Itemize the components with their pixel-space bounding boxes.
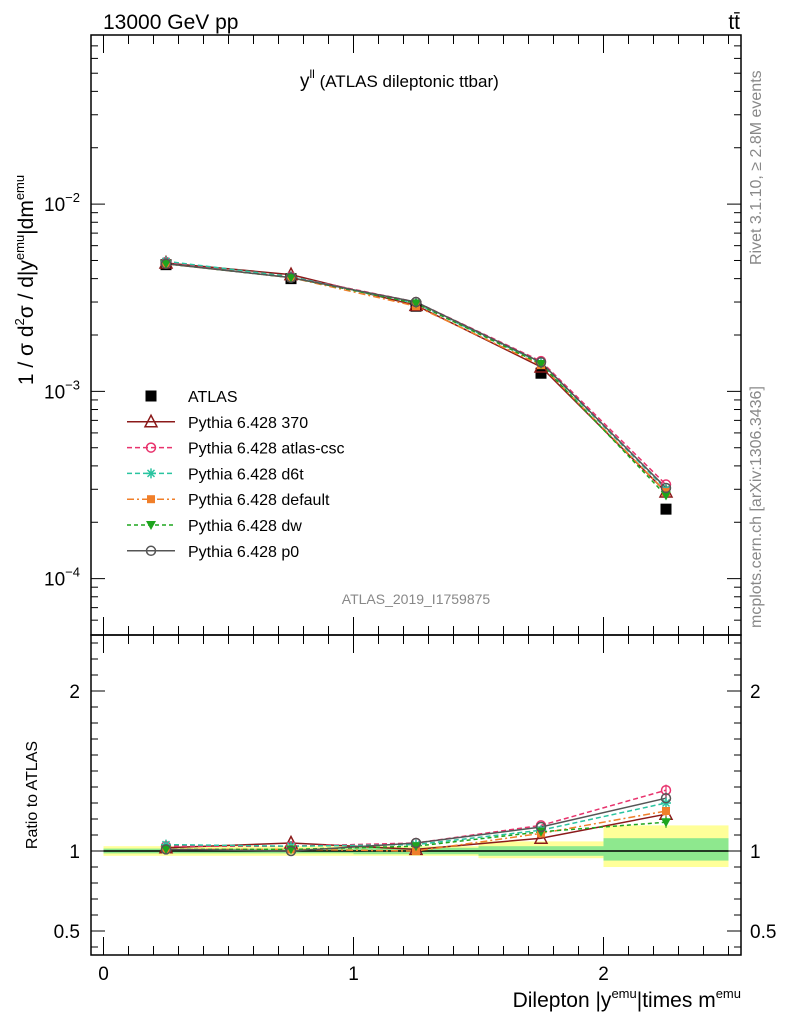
xtick-label: 0 <box>98 964 109 985</box>
main-ticks: 10−2 10−3 10−4 <box>44 34 741 636</box>
main-point-p0 <box>285 272 297 283</box>
ratio-point-dw <box>661 818 671 828</box>
legend-marker <box>146 468 156 479</box>
legend-label: Pythia 6.428 p0 <box>188 544 299 561</box>
ratio-point-dw <box>161 845 171 855</box>
legend-item-p0: Pythia 6.428 p0 <box>127 544 299 561</box>
ratio-point-370 <box>533 830 549 844</box>
legend-marker <box>145 545 157 557</box>
legend-label: Pythia 6.428 dw <box>188 518 302 535</box>
ratio-point-dw <box>411 842 421 852</box>
legend-label: ATLAS <box>188 389 238 406</box>
main-ytick-label: 10−3 <box>44 377 80 403</box>
ratio-ytick-label-right: 0.5 <box>750 922 776 943</box>
analysis-id: ATLAS_2019_I1759875 <box>342 591 491 607</box>
legend-marker <box>145 442 157 453</box>
legend-item-default: Pythia 6.428 default <box>127 492 330 509</box>
main-point-dw <box>286 273 296 283</box>
ratio-markers <box>158 784 674 857</box>
ratio-point-dw <box>536 827 546 837</box>
xtick-label: 1 <box>348 964 359 985</box>
ratio-ytick-label-left: 2 <box>69 682 80 703</box>
ratio-ticks: 0.5 0.5 1 1 2 2 0 1 2 <box>54 635 776 985</box>
header-left: 13000 GeV pp <box>103 11 238 34</box>
plot-title: yll (ATLAS dileptonic ttbar) <box>300 67 499 92</box>
main-ylabel: 1 / σ d2σ / d|yemu|dmemu <box>12 175 38 385</box>
ratio-ytick-label-right: 1 <box>750 842 761 863</box>
legend-marker <box>146 521 156 530</box>
legend-marker <box>147 495 155 504</box>
ratio-ytick-label-left: 1 <box>69 842 80 863</box>
main-point-p0 <box>660 482 672 494</box>
main-point-ATLAS <box>535 367 547 379</box>
legend-item-ATLAS: ATLAS <box>145 389 238 406</box>
band-inner <box>603 838 729 861</box>
legend-item-d6t: Pythia 6.428 d6t <box>127 466 304 483</box>
legend-item-370: Pythia 6.428 370 <box>127 413 308 432</box>
ratio-frame <box>90 634 742 956</box>
ratio-point-p0 <box>660 792 672 804</box>
header-right: tt̄ <box>728 11 740 34</box>
legend-marker <box>143 413 159 428</box>
main-line-default <box>165 263 667 493</box>
ratio-point-p0 <box>160 844 172 855</box>
ratio-point-atlas-csc <box>660 784 672 796</box>
ratio-ytick-label-left: 0.5 <box>54 922 80 943</box>
main-point-dw <box>161 259 171 269</box>
ratio-point-p0 <box>535 821 547 833</box>
main-point-p0 <box>160 258 172 270</box>
legend-item-dw: Pythia 6.428 dw <box>127 518 302 535</box>
ratio-point-p0 <box>285 845 297 857</box>
main-point-dw <box>661 491 671 501</box>
main-ytick-label: 10−2 <box>44 190 80 216</box>
legend-item-atlas-csc: Pythia 6.428 atlas-csc <box>127 441 345 458</box>
main-point-p0 <box>410 296 422 308</box>
main-markers <box>158 254 674 515</box>
ratio-point-default <box>662 807 670 815</box>
x-axis-label: Dilepton |yemu|times memu <box>513 986 741 1012</box>
rivet-label: Rivet 3.1.10, ≥ 2.8M events <box>748 70 765 265</box>
main-point-p0 <box>535 357 547 368</box>
legend-marker <box>145 390 157 402</box>
legend-label: Pythia 6.428 default <box>188 492 330 509</box>
mcplots-label: mcplots.cern.ch [arXiv:1306.3436] <box>748 386 765 628</box>
legend: ATLAS Pythia 6.428 370 Pythia 6.428 atlas-… <box>127 389 345 561</box>
legend-label: Pythia 6.428 d6t <box>188 466 304 483</box>
xtick-label: 2 <box>598 964 609 985</box>
main-ytick-label: 10−4 <box>44 565 80 591</box>
main-point-dw <box>536 360 546 370</box>
legend-label: Pythia 6.428 370 <box>188 415 308 432</box>
legend-label: Pythia 6.428 atlas-csc <box>188 441 345 458</box>
main-point-ATLAS <box>660 503 672 515</box>
ratio-ylabel: Ratio to ATLAS <box>24 741 41 849</box>
ratio-ytick-label-right: 2 <box>750 682 761 703</box>
main-point-dw <box>411 299 421 309</box>
ratio-point-p0 <box>410 837 422 849</box>
main-series <box>165 260 667 496</box>
